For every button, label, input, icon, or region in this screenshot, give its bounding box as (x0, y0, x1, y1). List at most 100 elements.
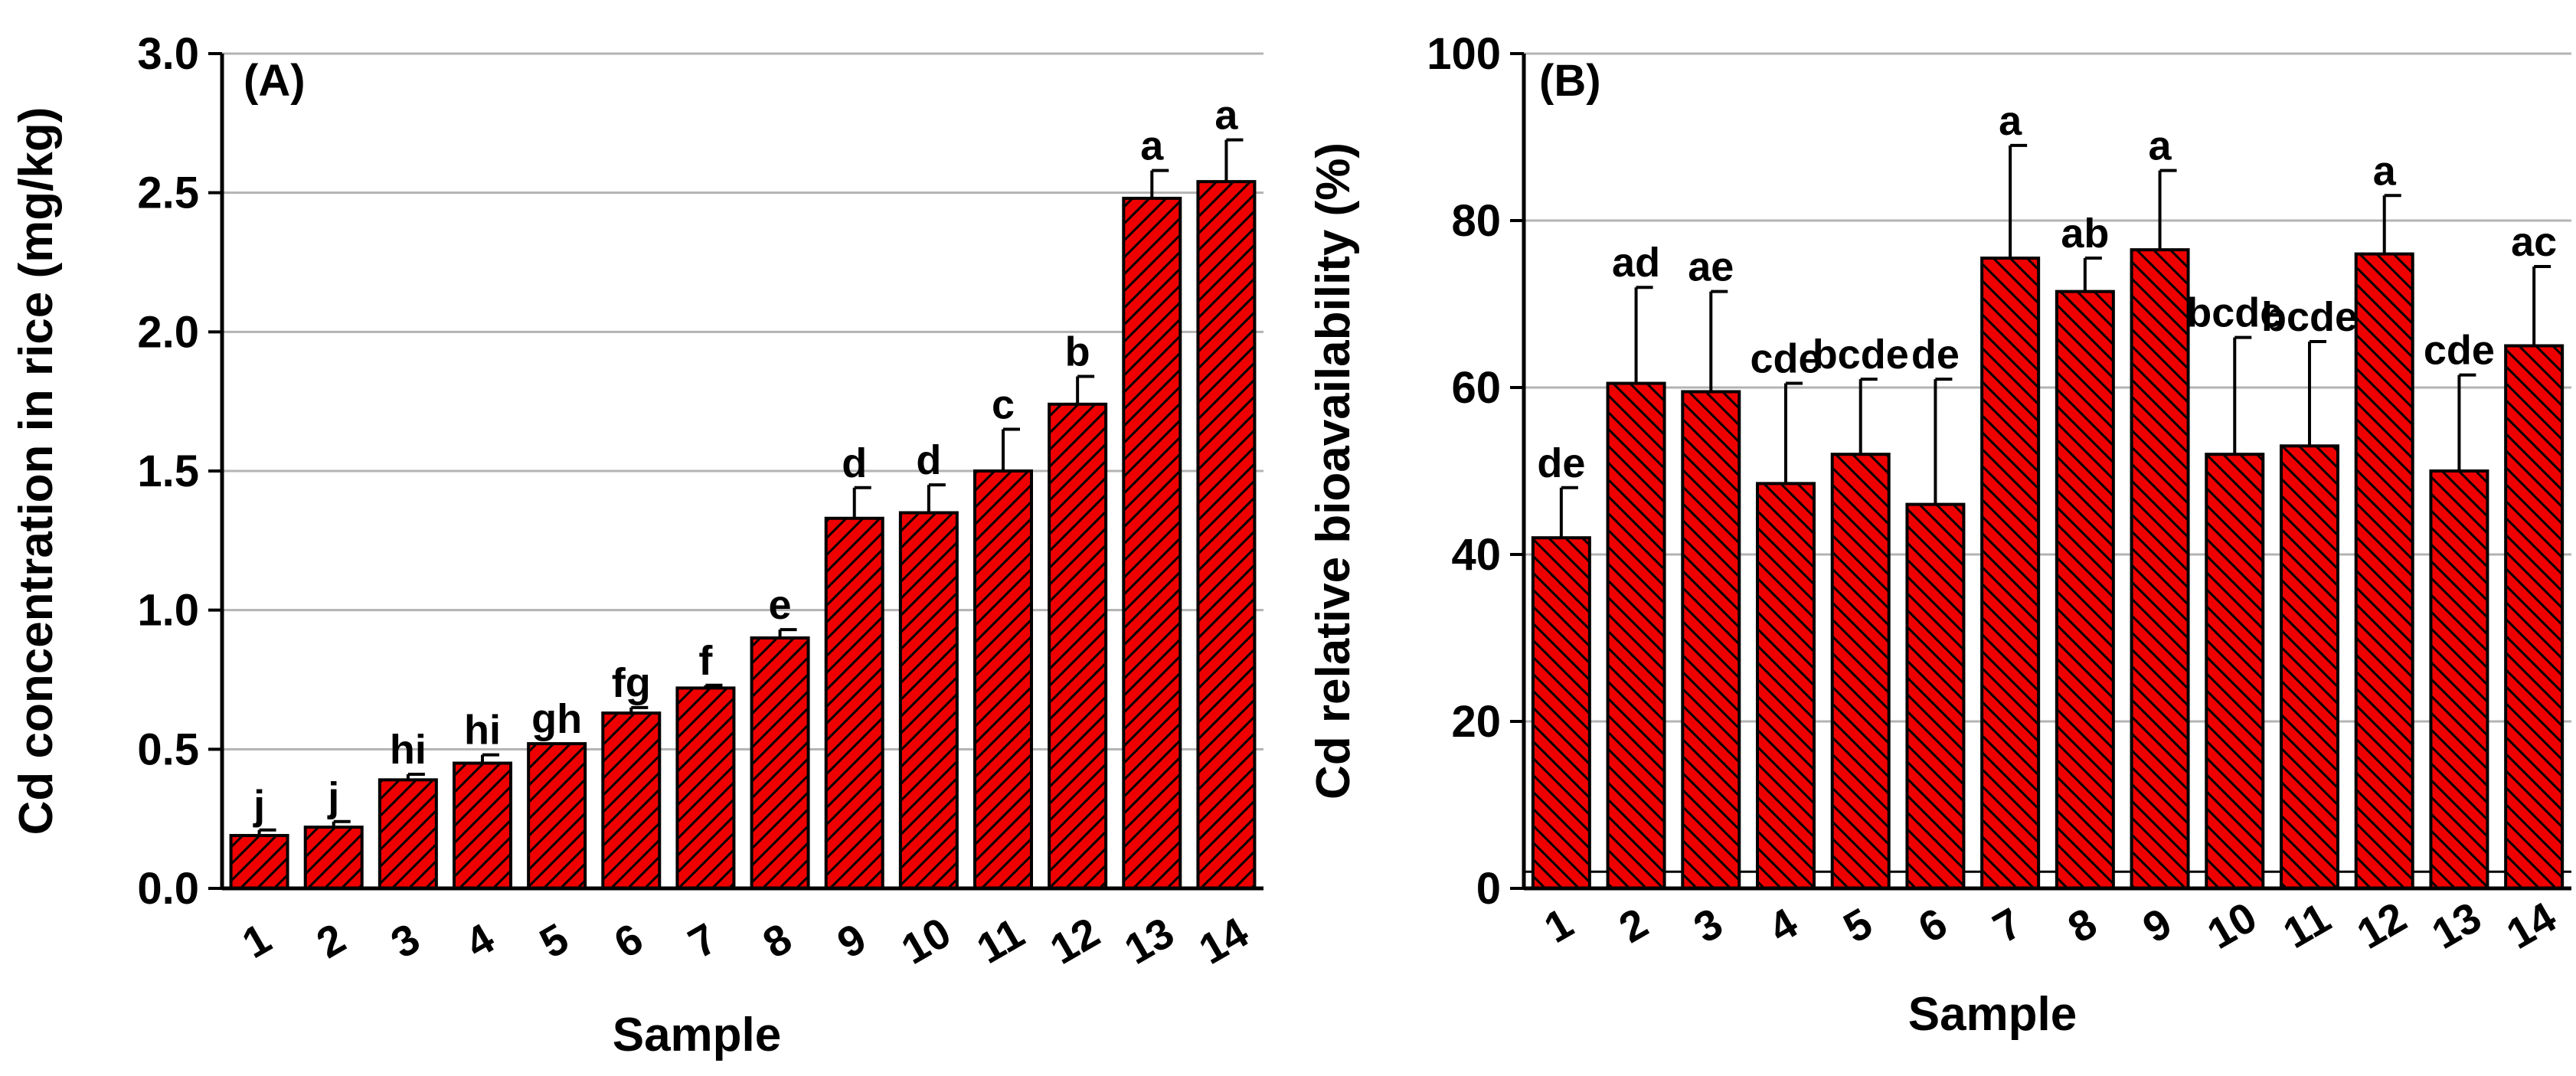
panel-b-x-tick-label: 9 (2135, 898, 2179, 952)
panel-a-x-tick-label: 10 (893, 908, 958, 973)
panel-b-significance-label-sample-8: ab (2061, 211, 2109, 257)
panel-a-significance-label-sample-9: d (842, 440, 867, 486)
panel-b-bar-sample-13 (2429, 469, 2489, 890)
panel-a-x-tick-label: 11 (969, 908, 1032, 973)
panel-b-y-tick-labels: 0 20 40 60 80 100 (1427, 29, 1501, 914)
panel-a-y-tick-label: 0.0 (137, 864, 199, 914)
panel-b-bars (1531, 248, 2565, 891)
panel-b-x-tick-label: 7 (1985, 898, 2029, 952)
panel-b-significance-label-sample-4: cde (1750, 336, 1821, 382)
panel-a-y-tick-labels: 0.0 0.5 1.0 1.5 2.0 2.5 3.0 (137, 29, 199, 914)
panel-b-x-tick-label: 4 (1760, 898, 1805, 952)
panel-a-x-tick-label: 2 (309, 914, 353, 967)
panel-b-x-tick-label: 6 (1910, 898, 1954, 952)
panel-a-significance-label-sample-11: c (992, 382, 1015, 428)
panel-b-significance-label-sample-13: cde (2424, 328, 2495, 374)
panel-a-x-tick-label: 5 (531, 914, 576, 967)
panel-b-x-axis-title: Sample (1908, 988, 2077, 1041)
panel-b-error-bars (1559, 143, 2551, 538)
panel-a-significance-label-sample-14: a (1214, 93, 1238, 139)
panel-b-bar-sample-1 (1531, 536, 1591, 890)
panel-a-bar-sample-4 (453, 761, 512, 890)
panel-b-x-tick-label: 14 (2499, 892, 2564, 958)
panel-a-label: (A) (244, 56, 306, 106)
panel-b-y-tick-label: 100 (1427, 29, 1501, 79)
panel-b-x-tick-label: 1 (1536, 898, 1581, 952)
panel-a-significance-label-sample-10: d (916, 437, 941, 483)
panel-a-y-tick-label: 1.5 (137, 446, 199, 496)
panel-a-x-tick-label: 13 (1116, 908, 1182, 973)
panel-a-x-tick-label: 3 (383, 914, 427, 967)
panel-a-bar-sample-2 (303, 826, 364, 890)
panel-b-bar-sample-10 (2205, 453, 2265, 890)
panel-b-x-tick-label: 11 (2275, 893, 2339, 957)
panel-a-bar-sample-10 (898, 511, 959, 890)
panel-a-x-axis-title: Sample (613, 1009, 782, 1061)
panel-b-x-tick-label: 8 (2060, 898, 2104, 952)
panel-a-x-tick-label: 14 (1191, 908, 1256, 973)
panel-a-x-tick-label: 8 (755, 914, 799, 967)
panel-a-bar-sample-7 (675, 686, 736, 891)
panel-a-significance-label-sample-3: hi (390, 727, 427, 773)
panel-a-bar-sample-8 (750, 636, 810, 890)
panel-b-y-tick-label: 0 (1476, 864, 1501, 914)
panel-b-bar-sample-9 (2130, 248, 2190, 890)
panel-b-bar-sample-3 (1681, 390, 1741, 890)
panel-a-x-tick-label: 9 (829, 914, 874, 967)
panel-b-bar-sample-14 (2504, 344, 2565, 890)
panel-b-y-tick-label: 60 (1451, 363, 1501, 413)
panel-a-x-tick-label: 6 (606, 914, 650, 967)
panel-b-bar-sample-5 (1830, 453, 1891, 890)
panel-b-x-tick-label: 10 (2199, 892, 2264, 958)
panel-b-bar-sample-2 (1606, 381, 1666, 890)
panel-a-significance-label-sample-4: hi (464, 708, 501, 754)
panel-a-significance-label-sample-8: e (769, 582, 792, 628)
panel-b-y-tick-label: 20 (1451, 697, 1501, 747)
panel-a-significance-label-sample-13: a (1140, 123, 1164, 169)
panel-a-y-axis-title: Cd concentration in rice (mg/kg) (10, 107, 63, 836)
panel-b-y-axis-title: Cd relative bioavailability (%) (1307, 142, 1360, 800)
panel-a-y-tick-label: 3.0 (137, 29, 199, 79)
panel-a-significance-label-sample-12: b (1065, 329, 1090, 374)
panel-a-bar-sample-9 (824, 516, 884, 890)
panel-b-significance-label-sample-9: a (2149, 123, 2172, 169)
panel-a-bar-sample-13 (1122, 196, 1182, 890)
panel-b-gridlines (1524, 52, 2571, 873)
panel-b-significance-label-sample-2: ad (1612, 240, 1660, 286)
panel-b-bar-sample-6 (1905, 502, 1966, 890)
panel-b-significance-label-sample-11: bcde (2261, 294, 2358, 340)
panel-a-bar-sample-12 (1048, 402, 1108, 890)
panel-a-bar-sample-6 (601, 711, 662, 890)
panel-b-x-tick-label: 2 (1611, 898, 1656, 952)
panel-b-label: (B) (1539, 56, 1601, 106)
panel-b-significance-label-sample-10: bcde (2186, 290, 2283, 336)
panel-a-bar-sample-5 (527, 742, 587, 890)
panel-b-significance-label-sample-5: bcde (1813, 332, 1909, 378)
panel-b-significance-label-sample-12: a (2373, 148, 2397, 194)
panel-b-bar-sample-4 (1756, 482, 1816, 890)
panel-a-x-tick-label: 7 (680, 914, 724, 967)
panel-b-bar-sample-8 (2055, 289, 2115, 890)
panel-b-x-tick-label: 12 (2349, 892, 2414, 958)
panel-a-bar-sample-3 (378, 778, 438, 890)
panel-a-bar-sample-1 (229, 833, 289, 891)
panel-b-significance-label-sample-14: ac (2511, 219, 2557, 265)
panel-b-x-tick-label: 3 (1685, 898, 1730, 952)
panel-a-x-tick-label: 4 (457, 914, 502, 967)
panel-b-significance-label-sample-3: ae (1688, 244, 1734, 290)
panel-a-x-tick-labels: 1 2 3 4 5 6 7 8 9 10 11 12 13 14 (234, 908, 1257, 973)
panel-a-significance-label-sample-7: f (698, 638, 713, 684)
panel-b-y-tick-label: 40 (1451, 530, 1501, 580)
panel-b-x-tick-label: 5 (1836, 898, 1880, 952)
panel-b-bar-sample-11 (2280, 444, 2339, 890)
panel-b-y-tick-label: 80 (1451, 196, 1501, 246)
panel-b-bar-sample-7 (1980, 257, 2041, 890)
panel-a-significance-label-sample-5: gh (531, 696, 582, 742)
panel-a-significance-label-sample-1: j (253, 783, 265, 829)
panel-a-significance-label-sample-6: fg (612, 660, 651, 706)
panel-a-x-tick-label: 1 (234, 914, 279, 967)
